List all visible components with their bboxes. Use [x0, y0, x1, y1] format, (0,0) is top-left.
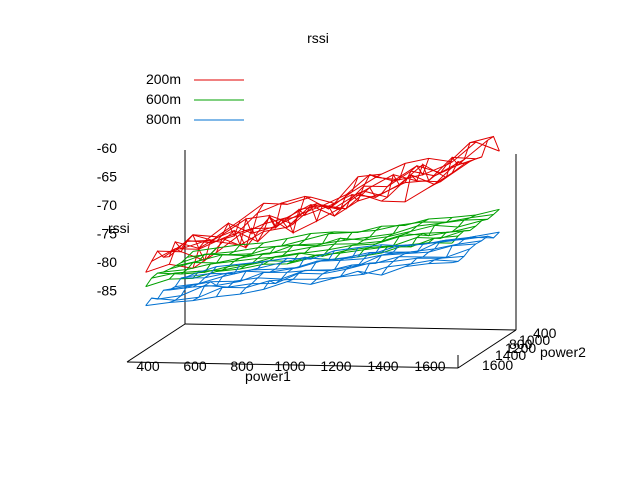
- wire-col: [287, 250, 335, 283]
- wire-col: [263, 233, 312, 265]
- wire-col: [381, 242, 429, 276]
- wire-col: [333, 225, 382, 260]
- wire-col: [428, 141, 476, 189]
- x-tick-label: 600: [183, 358, 207, 374]
- wire-col: [168, 247, 217, 280]
- wire-col: [169, 266, 217, 303]
- z-axis-ticks: -60 -65 -70 -75 -80 -85: [97, 140, 117, 299]
- wire-col: [404, 217, 453, 248]
- y-tick-label: 1000: [519, 332, 550, 348]
- z-tick-label: -60: [97, 140, 117, 156]
- wire-col: [451, 135, 500, 174]
- wire-col: [263, 195, 311, 229]
- z-tick-label: -85: [97, 283, 117, 299]
- y-tick-label: 1400: [495, 347, 526, 363]
- wire-row: [175, 240, 482, 288]
- axis-line: [457, 329, 517, 369]
- z-tick-label: -80: [97, 254, 117, 270]
- wire-row: [169, 243, 476, 291]
- wire-row: [157, 230, 465, 275]
- legend-label: 200m: [146, 71, 181, 87]
- wire-row: [151, 259, 459, 301]
- axis-line: [184, 323, 517, 331]
- axes-box: [126, 150, 517, 369]
- wire-col: [404, 161, 453, 203]
- series-surface-200m: [145, 135, 500, 273]
- wire-col: [215, 261, 265, 297]
- wire-col: [192, 220, 241, 269]
- y-tick-label: 1600: [482, 357, 513, 373]
- wire-col: [428, 235, 476, 265]
- legend-label: 800m: [146, 111, 181, 127]
- wire-col: [263, 256, 311, 290]
- wire-col: [145, 251, 194, 287]
- y-tick-label: 1200: [505, 340, 536, 356]
- x-tick-label: 1400: [367, 358, 398, 374]
- wire-col: [168, 233, 217, 265]
- x-axis-ticks: 400 600 800 1000 1200 1400 1600: [136, 358, 445, 374]
- chart-title: rssi: [307, 30, 329, 46]
- wire-row: [145, 172, 453, 273]
- wire-col: [192, 263, 241, 302]
- z-tick-label: -65: [97, 169, 117, 185]
- wire-row: [180, 139, 488, 250]
- z-tick-label: -70: [97, 197, 117, 213]
- wire-col: [428, 214, 477, 244]
- x-tick-label: 400: [136, 358, 160, 374]
- wire-col: [310, 231, 358, 259]
- z-tick-label: -75: [97, 226, 117, 242]
- x-tick-label: 1000: [274, 358, 305, 374]
- wire-col: [381, 158, 430, 202]
- z-axis-label: rssi: [108, 220, 130, 236]
- wire-row: [145, 242, 453, 288]
- wire-row: [169, 225, 476, 270]
- wire-col: [239, 257, 288, 295]
- wire-row: [187, 214, 494, 258]
- series-surface-800m: [145, 231, 500, 307]
- wire-col: [357, 244, 406, 275]
- legend-label: 600m: [146, 91, 181, 107]
- axis-line: [126, 323, 186, 363]
- wire-col: [310, 247, 359, 285]
- x-axis-label: power1: [245, 368, 291, 384]
- wire-col: [239, 202, 288, 250]
- surfaces: [145, 135, 500, 307]
- wire-row: [192, 231, 500, 275]
- x-tick-label: 1600: [414, 358, 445, 374]
- axis-line: [126, 361, 459, 369]
- wire-col: [404, 239, 453, 268]
- wire-col: [216, 242, 265, 272]
- wire-col: [381, 218, 429, 254]
- wire-col: [145, 273, 194, 306]
- wire-col: [334, 244, 383, 279]
- wire-col: [451, 208, 500, 244]
- x-tick-label: 800: [230, 358, 254, 374]
- wire-col: [357, 163, 406, 198]
- wire-row: [145, 262, 453, 307]
- wire-row: [181, 235, 488, 279]
- wire-col: [357, 224, 406, 258]
- legend: 200m 600m 800m: [146, 71, 244, 127]
- wire-col: [310, 176, 359, 223]
- wire-col: [239, 238, 288, 270]
- wire-col: [452, 231, 500, 264]
- wire-row: [192, 208, 500, 252]
- wire-col: [145, 234, 194, 273]
- wire-row: [163, 248, 471, 291]
- wire-row: [157, 163, 465, 262]
- x-tick-label: 1200: [320, 358, 351, 374]
- y-tick-label: 800: [509, 336, 533, 352]
- wire-col: [334, 173, 382, 210]
- y-axis-label: power2: [540, 344, 586, 360]
- wire-row: [157, 255, 465, 300]
- y-tick-label: 400: [533, 325, 557, 341]
